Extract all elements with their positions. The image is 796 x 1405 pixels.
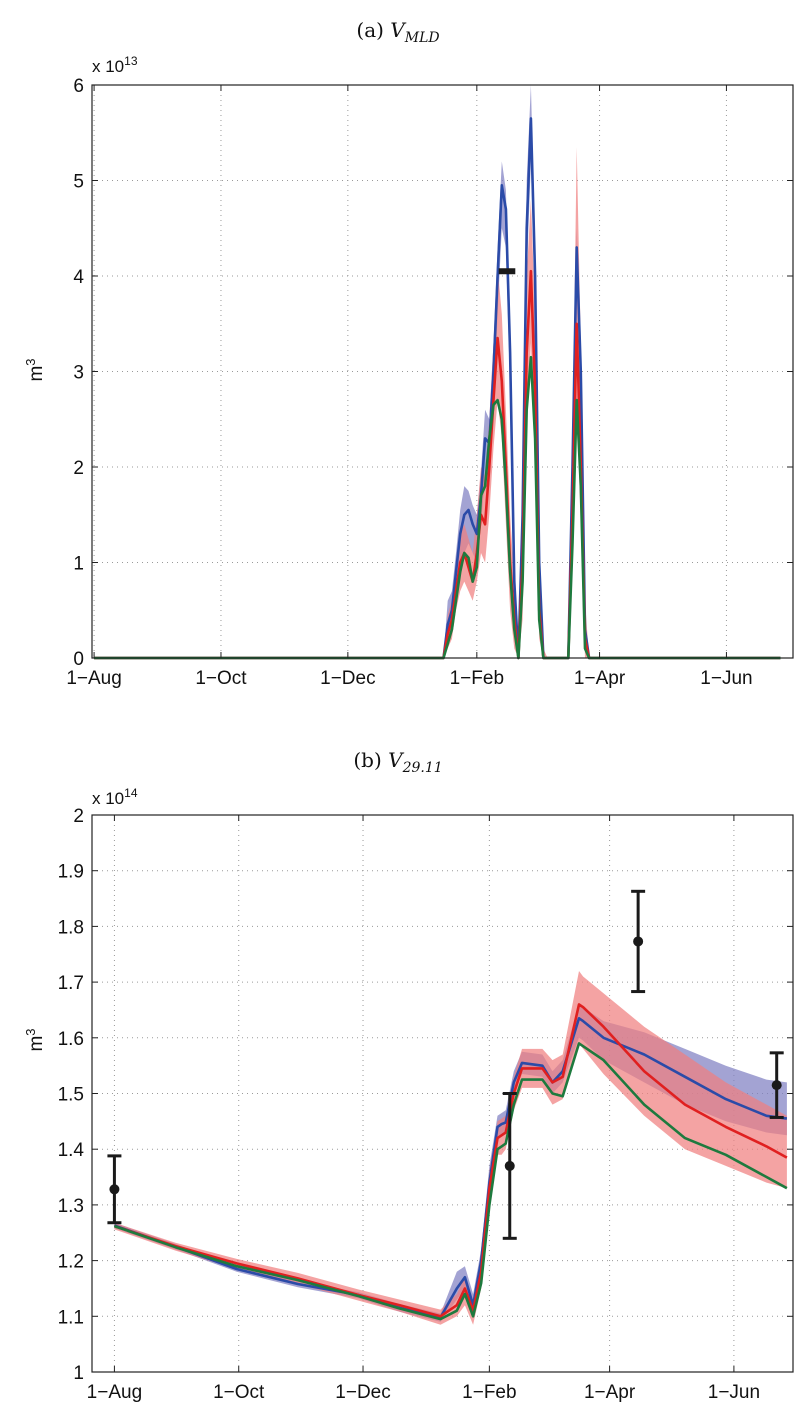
series-1-band [114,971,787,1325]
panel-a-ticks: 1−Aug 1−Oct 1−Dec 1−Feb 1−Apr 1−Jun 0 1 2 3 4 5 6 [66,76,793,689]
y-tick-label: 1.1 [58,1307,84,1328]
x-tick-label: 1−Oct [213,1382,265,1403]
y-tick-label: 1.3 [58,1196,84,1217]
observation-3 [769,1051,784,1119]
x-tick-label: 1−Apr [584,1382,636,1403]
x-tick-label: 1−Feb [450,668,504,689]
x-tick-label: 1−Jun [700,668,752,689]
observation-point [504,1160,515,1171]
panel-b-bands [114,971,787,1325]
y-tick-label: 1 [73,554,84,575]
y-tick-label: 2 [73,458,84,479]
y-tick-label: 1.2 [58,1252,84,1273]
y-tick-label: 4 [73,267,84,288]
x-tick-label: 1−Apr [574,668,626,689]
series-1-line [94,269,781,660]
series-0-band [114,1004,787,1322]
observation-point [771,1080,782,1091]
panel-a-ylabel: m3 [23,358,47,381]
x-tick-label: 1−Aug [66,668,121,689]
observation-2 [631,889,646,994]
y-tick-label: 1 [73,1363,84,1384]
panel-b-observations [107,889,784,1240]
y-tick-label: 1.4 [58,1140,85,1161]
y-tick-label: 2 [73,806,84,827]
series-2-line [113,1042,788,1321]
y-tick-label: 1.9 [58,862,84,883]
x-tick-label: 1−Feb [462,1382,516,1403]
x-tick-label: 1−Dec [320,668,375,689]
series-1-band [94,147,781,658]
panel-b-y-exponent: x 1014 [92,786,138,808]
y-tick-label: 1.6 [58,1029,84,1050]
panel-b-ylabel: m3 [23,1028,47,1051]
observation-point [633,936,644,947]
y-tick-label: 5 [73,172,84,193]
x-tick-label: 1−Jun [708,1382,760,1403]
panel-a: (a) VMLD 1−Aug 1−Oct 1−Dec 1−Feb 1−Apr 1−Jun 0… [23,18,794,689]
panel-b-ticks: 1−Aug 1−Oct 1−Dec 1−Feb 1−Apr 1−Jun 1 1.1 1.2 1.3… [58,806,793,1403]
y-tick-label: 1.8 [58,917,84,938]
panel-a-lines [94,117,781,660]
panel-b-title: (b) V29.11 [353,748,442,776]
panel-b: (b) V29.11 1−Aug 1−Oct 1−Dec 1−Feb 1−Apr 1−Ju… [23,748,794,1403]
x-tick-label: 1−Dec [335,1382,390,1403]
observation-1 [502,1092,517,1240]
observation-point [109,1184,120,1195]
y-tick-label: 6 [73,76,84,97]
series-1-line [113,1003,788,1318]
x-tick-label: 1−Oct [195,668,247,689]
y-tick-label: 3 [73,363,84,384]
observation-0 [107,1154,122,1225]
series-0-line [94,117,781,660]
panel-a-title: (a) VMLD [356,18,439,46]
x-tick-label: 1−Aug [87,1382,142,1403]
panel-a-grid [92,84,793,659]
y-tick-label: 1.5 [58,1085,84,1106]
panel-b-lines [113,1003,788,1321]
y-tick-label: 0 [73,649,84,670]
series-2-line [94,355,781,660]
y-tick-label: 1.7 [58,973,84,994]
panel-a-y-exponent: x 1013 [92,54,138,76]
